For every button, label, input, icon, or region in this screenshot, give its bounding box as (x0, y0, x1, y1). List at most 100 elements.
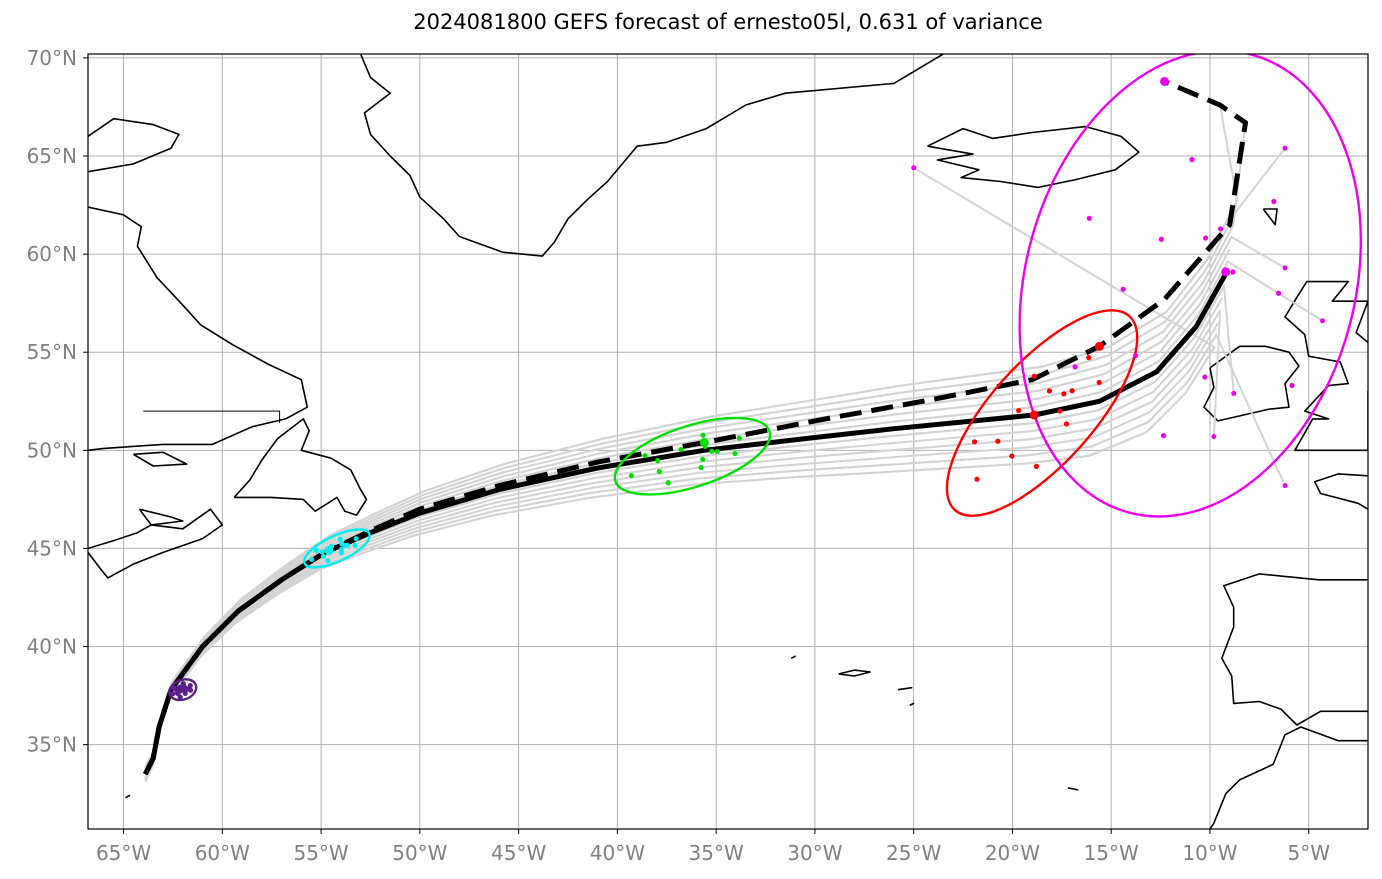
mode-track-dashed (143, 79, 1248, 776)
x-tick-label: 30°W (787, 841, 842, 865)
coastline (1203, 345, 1300, 422)
coastline (132, 451, 188, 467)
cluster-member-point (308, 556, 315, 563)
cluster-member-point (665, 480, 671, 486)
coastline (359, 54, 944, 257)
ensemble-track (144, 273, 1227, 775)
y-tick-label: 50°N (27, 438, 77, 462)
cluster-member-point (1271, 198, 1277, 205)
cluster-ellipses (168, 54, 1363, 702)
y-tick-label: 55°N (27, 340, 77, 364)
cluster-member-point (1031, 373, 1037, 379)
cluster-member-point (709, 448, 715, 454)
cluster-member-point (1160, 433, 1167, 439)
ensemble-track (144, 309, 1221, 779)
coastline (1221, 573, 1368, 726)
cluster-member-point (700, 456, 706, 462)
ensemble-track (144, 309, 1222, 779)
cluster-member-point (338, 546, 345, 552)
cluster-member-point (974, 476, 980, 482)
cluster-member-point (1086, 215, 1092, 221)
ensemble-endpoint (1211, 434, 1217, 440)
cluster-member-point (732, 450, 738, 457)
ensemble-track (144, 147, 1286, 769)
coastline (88, 508, 224, 579)
x-tick-label: 55°W (293, 841, 348, 865)
cluster-member-point (170, 691, 176, 697)
mode-point (324, 545, 334, 555)
coastline (88, 206, 309, 452)
cluster-member-point (180, 680, 186, 687)
ensemble-track (144, 273, 1227, 775)
cluster-member-point (320, 553, 327, 560)
cluster-member-point (1061, 391, 1067, 397)
ensemble-track (144, 224, 1235, 770)
coastline (138, 508, 184, 526)
cluster-member-point (1189, 157, 1195, 163)
ensemble-track (144, 248, 1231, 773)
mode-point (1221, 267, 1231, 277)
mode-point (699, 437, 709, 447)
ensemble-endpoint (1282, 145, 1288, 151)
cluster-member-point (678, 446, 684, 453)
cluster-ellipse (303, 528, 371, 569)
x-tick-label: 60°W (195, 841, 250, 865)
cluster-member-point (337, 536, 343, 542)
coastline (897, 686, 913, 691)
ensemble-track (144, 235, 1286, 771)
x-axis: 65°W 60°W 55°W 50°W 45°W 40°W 35°W 30°W 25°W 20°W… (96, 829, 1330, 865)
ensemble-endpoint (1282, 265, 1288, 271)
cluster-member-point (1230, 269, 1236, 275)
mode-point (1160, 76, 1170, 86)
cluster-member-point (325, 558, 331, 564)
cluster-member-point (344, 542, 350, 548)
x-tick-label: 10°W (1182, 841, 1237, 865)
cluster-member-point (1096, 379, 1102, 386)
coastlines (88, 54, 1368, 829)
ensemble-endpoint (1320, 318, 1326, 324)
y-tick-label: 60°N (27, 242, 77, 266)
cluster-member-point (352, 542, 358, 548)
chart-title: 2024081800 GEFS forecast of ernesto05l, … (413, 10, 1043, 34)
ensemble-endpoint (1282, 483, 1288, 489)
y-tick-label: 65°N (27, 144, 77, 168)
cluster-member-point (698, 465, 704, 471)
coastline (125, 794, 131, 799)
cluster-member-point (1033, 463, 1040, 469)
cluster-member-point (971, 439, 978, 445)
coastline (838, 669, 871, 677)
ensemble-track (144, 248, 1231, 773)
border-line (143, 410, 281, 423)
ensemble-track (144, 261, 1229, 774)
y-tick-label: 70°N (27, 46, 77, 70)
cluster-member-point (628, 473, 635, 479)
cluster-member-point (1072, 364, 1078, 370)
mode-track-solid (143, 272, 1228, 776)
coastline (1262, 208, 1278, 226)
cluster-member-point (1057, 408, 1063, 414)
x-tick-label: 25°W (886, 841, 941, 865)
cluster-member-point (1016, 407, 1022, 414)
cluster-member-point (1158, 236, 1164, 242)
ensemble-track (144, 212, 1237, 769)
mode-tracks (143, 79, 1248, 776)
cluster-member-point (1063, 421, 1070, 427)
ensemble-track (144, 285, 1225, 776)
cluster-member-point (1120, 286, 1126, 292)
x-tick-label: 5°W (1287, 841, 1330, 865)
cluster-member-point (1132, 352, 1139, 359)
ensemble-track (144, 199, 1239, 767)
cluster-member-point (655, 458, 661, 464)
cluster-member-point (1289, 382, 1295, 389)
coastline (1313, 473, 1368, 510)
cluster-member-point (1202, 374, 1208, 380)
coastline (1284, 280, 1368, 452)
cluster-member-point (187, 682, 193, 689)
cluster-member-point (184, 686, 190, 692)
coastline (909, 702, 915, 707)
y-tick-label: 40°N (27, 635, 77, 659)
cluster-member-point (313, 547, 319, 553)
cluster-member-point (1202, 235, 1209, 241)
